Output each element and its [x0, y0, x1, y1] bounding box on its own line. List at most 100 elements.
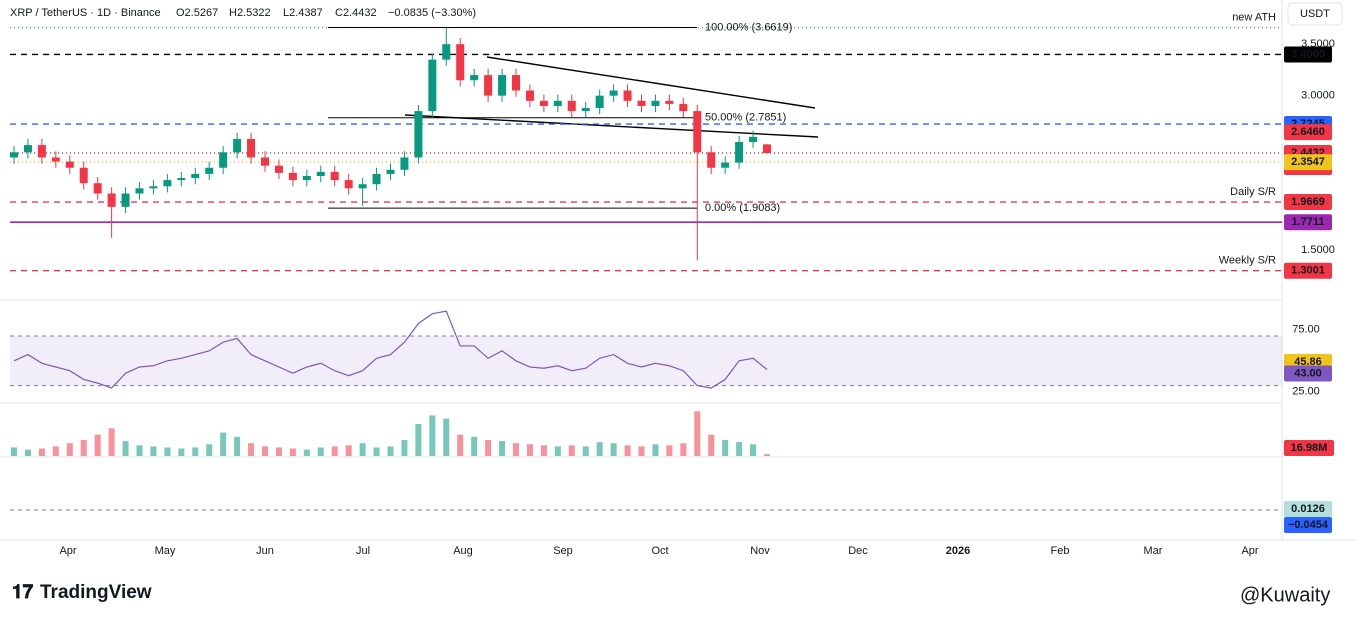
macd-tag [1284, 501, 1332, 517]
fib-label: 50.00% (2.7851) [705, 112, 786, 124]
volume-bar [136, 445, 143, 456]
candle-body [721, 162, 730, 168]
volume-bar [722, 440, 729, 456]
candle-body [498, 75, 507, 96]
candle-body [302, 175, 311, 181]
volume-bar [317, 447, 324, 456]
candle-body [512, 75, 520, 91]
price-tag [1284, 124, 1332, 141]
candle-body [247, 138, 256, 158]
candle-body [539, 100, 548, 106]
candle-body [456, 44, 465, 81]
ohlc-close: C2.4432 [335, 7, 377, 19]
candle-body [567, 100, 576, 112]
volume-bar [694, 411, 701, 456]
candle-body [707, 152, 716, 168]
candle-body [428, 59, 437, 112]
x-tick-label: May [155, 545, 176, 557]
candle-body [665, 100, 674, 104]
volume-bar [540, 445, 547, 456]
candle-body [386, 169, 395, 174]
price-tag-label: 1.3001 [1291, 265, 1325, 277]
volume-bar [192, 447, 199, 456]
volume-bar [234, 436, 241, 456]
volume-bar [178, 448, 185, 456]
rsi-line [13, 310, 768, 389]
volume-bar [401, 440, 408, 456]
volume-bar [764, 454, 770, 456]
candle-body [219, 152, 228, 168]
candle-body [358, 184, 367, 189]
ohlc-high: H2.5322 [229, 7, 271, 19]
candle-body [470, 75, 479, 81]
candle-body [693, 111, 702, 153]
volume-bar [513, 443, 519, 456]
price-tag [1284, 262, 1332, 279]
volume-bar [610, 443, 617, 456]
candle-body [274, 165, 283, 173]
candle-body [609, 90, 618, 96]
volume-bar [638, 446, 645, 456]
x-tick-label: Sep [553, 545, 573, 557]
volume-bar [220, 432, 227, 456]
volume-bar [331, 446, 338, 456]
candle-body [163, 180, 172, 187]
x-tick-label: Apr [1241, 545, 1258, 557]
candle-body [107, 193, 116, 207]
candle-body [553, 100, 562, 106]
candle-body [121, 193, 130, 207]
rsi-tick-label: 25.00 [1292, 386, 1320, 398]
volume-bar [303, 449, 310, 456]
volume-bar [736, 442, 743, 456]
candle-body [637, 100, 646, 106]
volume-bar [24, 449, 31, 456]
volume-bar [624, 445, 631, 456]
candle-body [205, 167, 214, 174]
volume-bar [652, 444, 659, 456]
candle-body [344, 180, 353, 189]
candle-body [316, 171, 325, 176]
rsi-tag-label: 45.86 [1294, 356, 1322, 368]
macd-tag [1284, 517, 1332, 533]
volume-bar [52, 446, 59, 456]
volume-bar [485, 440, 492, 456]
volume-bar [499, 441, 506, 456]
candle-body [65, 161, 74, 168]
volume-bar [262, 446, 268, 456]
candle-body [288, 172, 297, 181]
candle-body [484, 75, 493, 96]
candle-body [442, 44, 451, 60]
rsi-band [10, 336, 1282, 386]
level-note: Weekly S/R [1219, 255, 1276, 267]
candle-body [679, 103, 688, 112]
volume-bar [596, 442, 603, 456]
currency[interactable]: USDT [1300, 8, 1330, 20]
currency-button[interactable] [1287, 2, 1343, 26]
price-tag [1284, 154, 1332, 171]
volume-bar [108, 428, 115, 456]
trendline [486, 56, 816, 109]
brand-logo: 𝟏𝟕 [12, 582, 34, 603]
candle-body [149, 186, 158, 189]
brand: TradingView [40, 582, 152, 603]
candle-body [400, 157, 409, 170]
volume-bar [415, 424, 422, 456]
volume-tag-label: 16.98M [1291, 442, 1328, 454]
x-tick-label: Feb [1051, 545, 1070, 557]
volume-tag [1284, 440, 1334, 456]
price-tag-label: 1.7711 [1291, 216, 1324, 228]
candle-body [10, 152, 18, 158]
candle-body [749, 136, 758, 142]
y-tick-label: 3.0000 [1301, 90, 1335, 102]
fib-label: 100.00% (3.6619) [705, 21, 792, 33]
volume-bar [582, 446, 589, 456]
volume-bar [66, 443, 73, 456]
x-tick-label: Jul [356, 545, 370, 557]
level-note: new ATH [1232, 11, 1276, 23]
candle-body [23, 145, 32, 153]
x-tick-label: 2026 [946, 545, 970, 557]
volume-bar [248, 443, 255, 456]
price-tag-label: 2.7245 [1291, 118, 1325, 130]
ohlc-open: O2.5267 [176, 7, 218, 19]
x-tick-label: Oct [651, 545, 668, 557]
